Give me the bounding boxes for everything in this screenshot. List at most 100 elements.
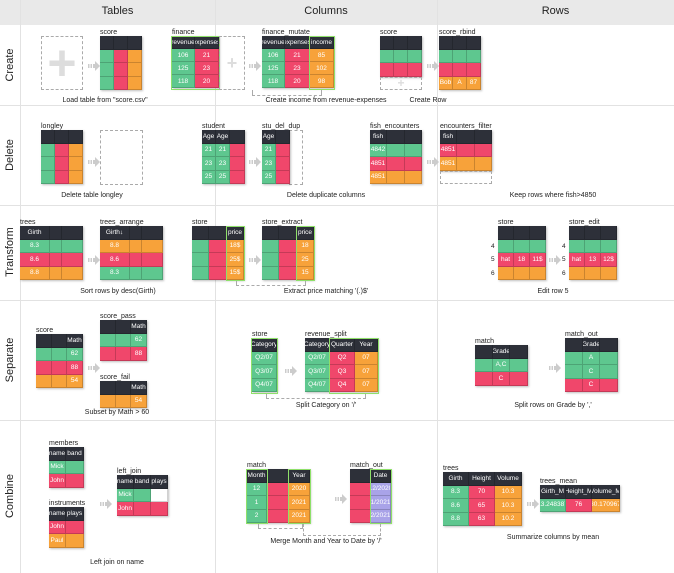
table-cell: 21	[262, 143, 276, 157]
table-grid	[380, 36, 422, 77]
column-header: Category	[252, 338, 277, 352]
column-header	[498, 226, 514, 240]
table-cell: 8.3	[100, 266, 130, 280]
table-cell: 2021	[289, 496, 310, 510]
header-row: name band	[49, 447, 84, 461]
table-cell: 1/2021	[371, 496, 391, 510]
table-name: members	[49, 440, 79, 447]
table-cell: A	[583, 351, 600, 365]
table-cell: 8.6	[443, 499, 469, 513]
table-grid: hat 13 12$	[569, 226, 617, 280]
table-row: 8.8 63 10.2	[443, 512, 522, 526]
column-header	[36, 334, 52, 348]
table-cell	[116, 347, 131, 361]
new-row-placeholder	[380, 77, 422, 90]
column-header	[387, 130, 405, 144]
table-cell	[380, 63, 394, 77]
table-row: 1 2021	[247, 496, 310, 510]
table-grid: Math 62 88	[100, 320, 147, 361]
table-cell: Mick	[117, 488, 134, 502]
header-row: Grade	[565, 338, 618, 352]
column-header: Year	[355, 338, 378, 352]
table-cell: 118	[172, 75, 195, 88]
table-cell: 2021	[289, 509, 310, 523]
table-cell: 11$	[530, 253, 546, 267]
table-cell: A	[453, 76, 467, 90]
table-cell	[408, 49, 422, 63]
caption-extract: Extract price matching '(.)$'	[283, 288, 369, 295]
column-header	[116, 381, 131, 395]
table-cell: Q4/07	[305, 378, 330, 392]
plus-icon: +	[47, 35, 77, 91]
table-grid: hat 18 11$	[498, 226, 546, 280]
table-cell	[530, 239, 546, 253]
table-cell: 12/2020	[371, 482, 391, 496]
table-cell	[100, 333, 116, 347]
caption-summarize: Summarize columns by mean	[506, 534, 600, 541]
table-cell	[130, 253, 142, 267]
column-header	[565, 338, 583, 352]
table-cell: 88	[67, 361, 83, 375]
table-cell: Q2/07	[305, 351, 330, 365]
table-grid: revenueexpensesincome1062185125231021182…	[262, 36, 334, 88]
table-cell	[405, 157, 422, 171]
table-cell	[350, 496, 371, 510]
table-row: hat 18 11$	[498, 253, 546, 267]
table-row: 88	[100, 347, 147, 361]
header-row: Math	[36, 334, 83, 348]
row-label-create: Create	[4, 48, 16, 82]
table-cell	[475, 143, 492, 157]
arrow-right-icon	[100, 496, 112, 509]
table-cell	[55, 157, 69, 171]
table-row: John	[49, 474, 84, 488]
table-cell: Q3/07	[252, 365, 277, 379]
column-header: band	[134, 475, 151, 489]
table-cell	[498, 266, 514, 280]
table-cell: Q4	[330, 378, 355, 392]
table-cell	[457, 157, 475, 171]
table-row: 23	[262, 157, 290, 171]
column-header: name	[49, 507, 66, 521]
header-row: Grade	[475, 345, 528, 359]
table-cell	[52, 361, 67, 375]
arrow-right-icon	[249, 154, 261, 167]
table-cell: 2/2021	[371, 509, 391, 523]
column-header	[100, 381, 116, 395]
column-header	[601, 226, 617, 240]
table-grid: Girth↓ 8.8 8.6 8.3	[100, 226, 163, 280]
table-row: C	[475, 372, 528, 386]
table-grid: Age 21 23 25	[262, 130, 290, 184]
table-row: 1/2021	[350, 496, 391, 510]
table-grid: name band Mick John	[49, 447, 84, 488]
row-index: 4	[491, 242, 495, 250]
table-name: trees_mean	[540, 478, 577, 485]
table-cell	[116, 394, 131, 408]
table-cell	[475, 157, 492, 171]
table-cell: 21	[285, 49, 310, 62]
table-row: 18$	[192, 239, 244, 253]
table-cell: A,C	[493, 358, 510, 372]
table-cell: 13	[585, 253, 601, 267]
table-cell: 70	[469, 485, 495, 499]
table-grid: Girth 8.3 8.6 8.8	[20, 226, 83, 280]
column-header: Math	[131, 381, 147, 395]
table-row: Mick	[117, 488, 168, 502]
column-header: band	[66, 447, 84, 461]
table-cell: 23	[195, 62, 219, 75]
deleted-column-placeholder	[289, 130, 303, 185]
caption-keep-rows: Keep rows where fish>4850	[509, 192, 597, 199]
caption-subset: Subset by Math > 60	[84, 409, 150, 416]
table-cell	[62, 253, 83, 267]
table-cell: John	[117, 502, 134, 516]
plus-icon: +	[226, 53, 238, 73]
header-row: Date	[350, 469, 391, 483]
table-cell	[130, 266, 142, 280]
table-grid: fish 4842 4851 4851	[370, 130, 422, 184]
table-row: 4842	[370, 143, 422, 157]
table-cell	[134, 502, 151, 516]
table-row: 2 2021	[247, 509, 310, 523]
table-name: fish_encounters	[370, 123, 420, 130]
table-cell: 07	[355, 365, 378, 379]
table-cell: 25	[216, 170, 230, 184]
column-header: price	[227, 226, 244, 240]
